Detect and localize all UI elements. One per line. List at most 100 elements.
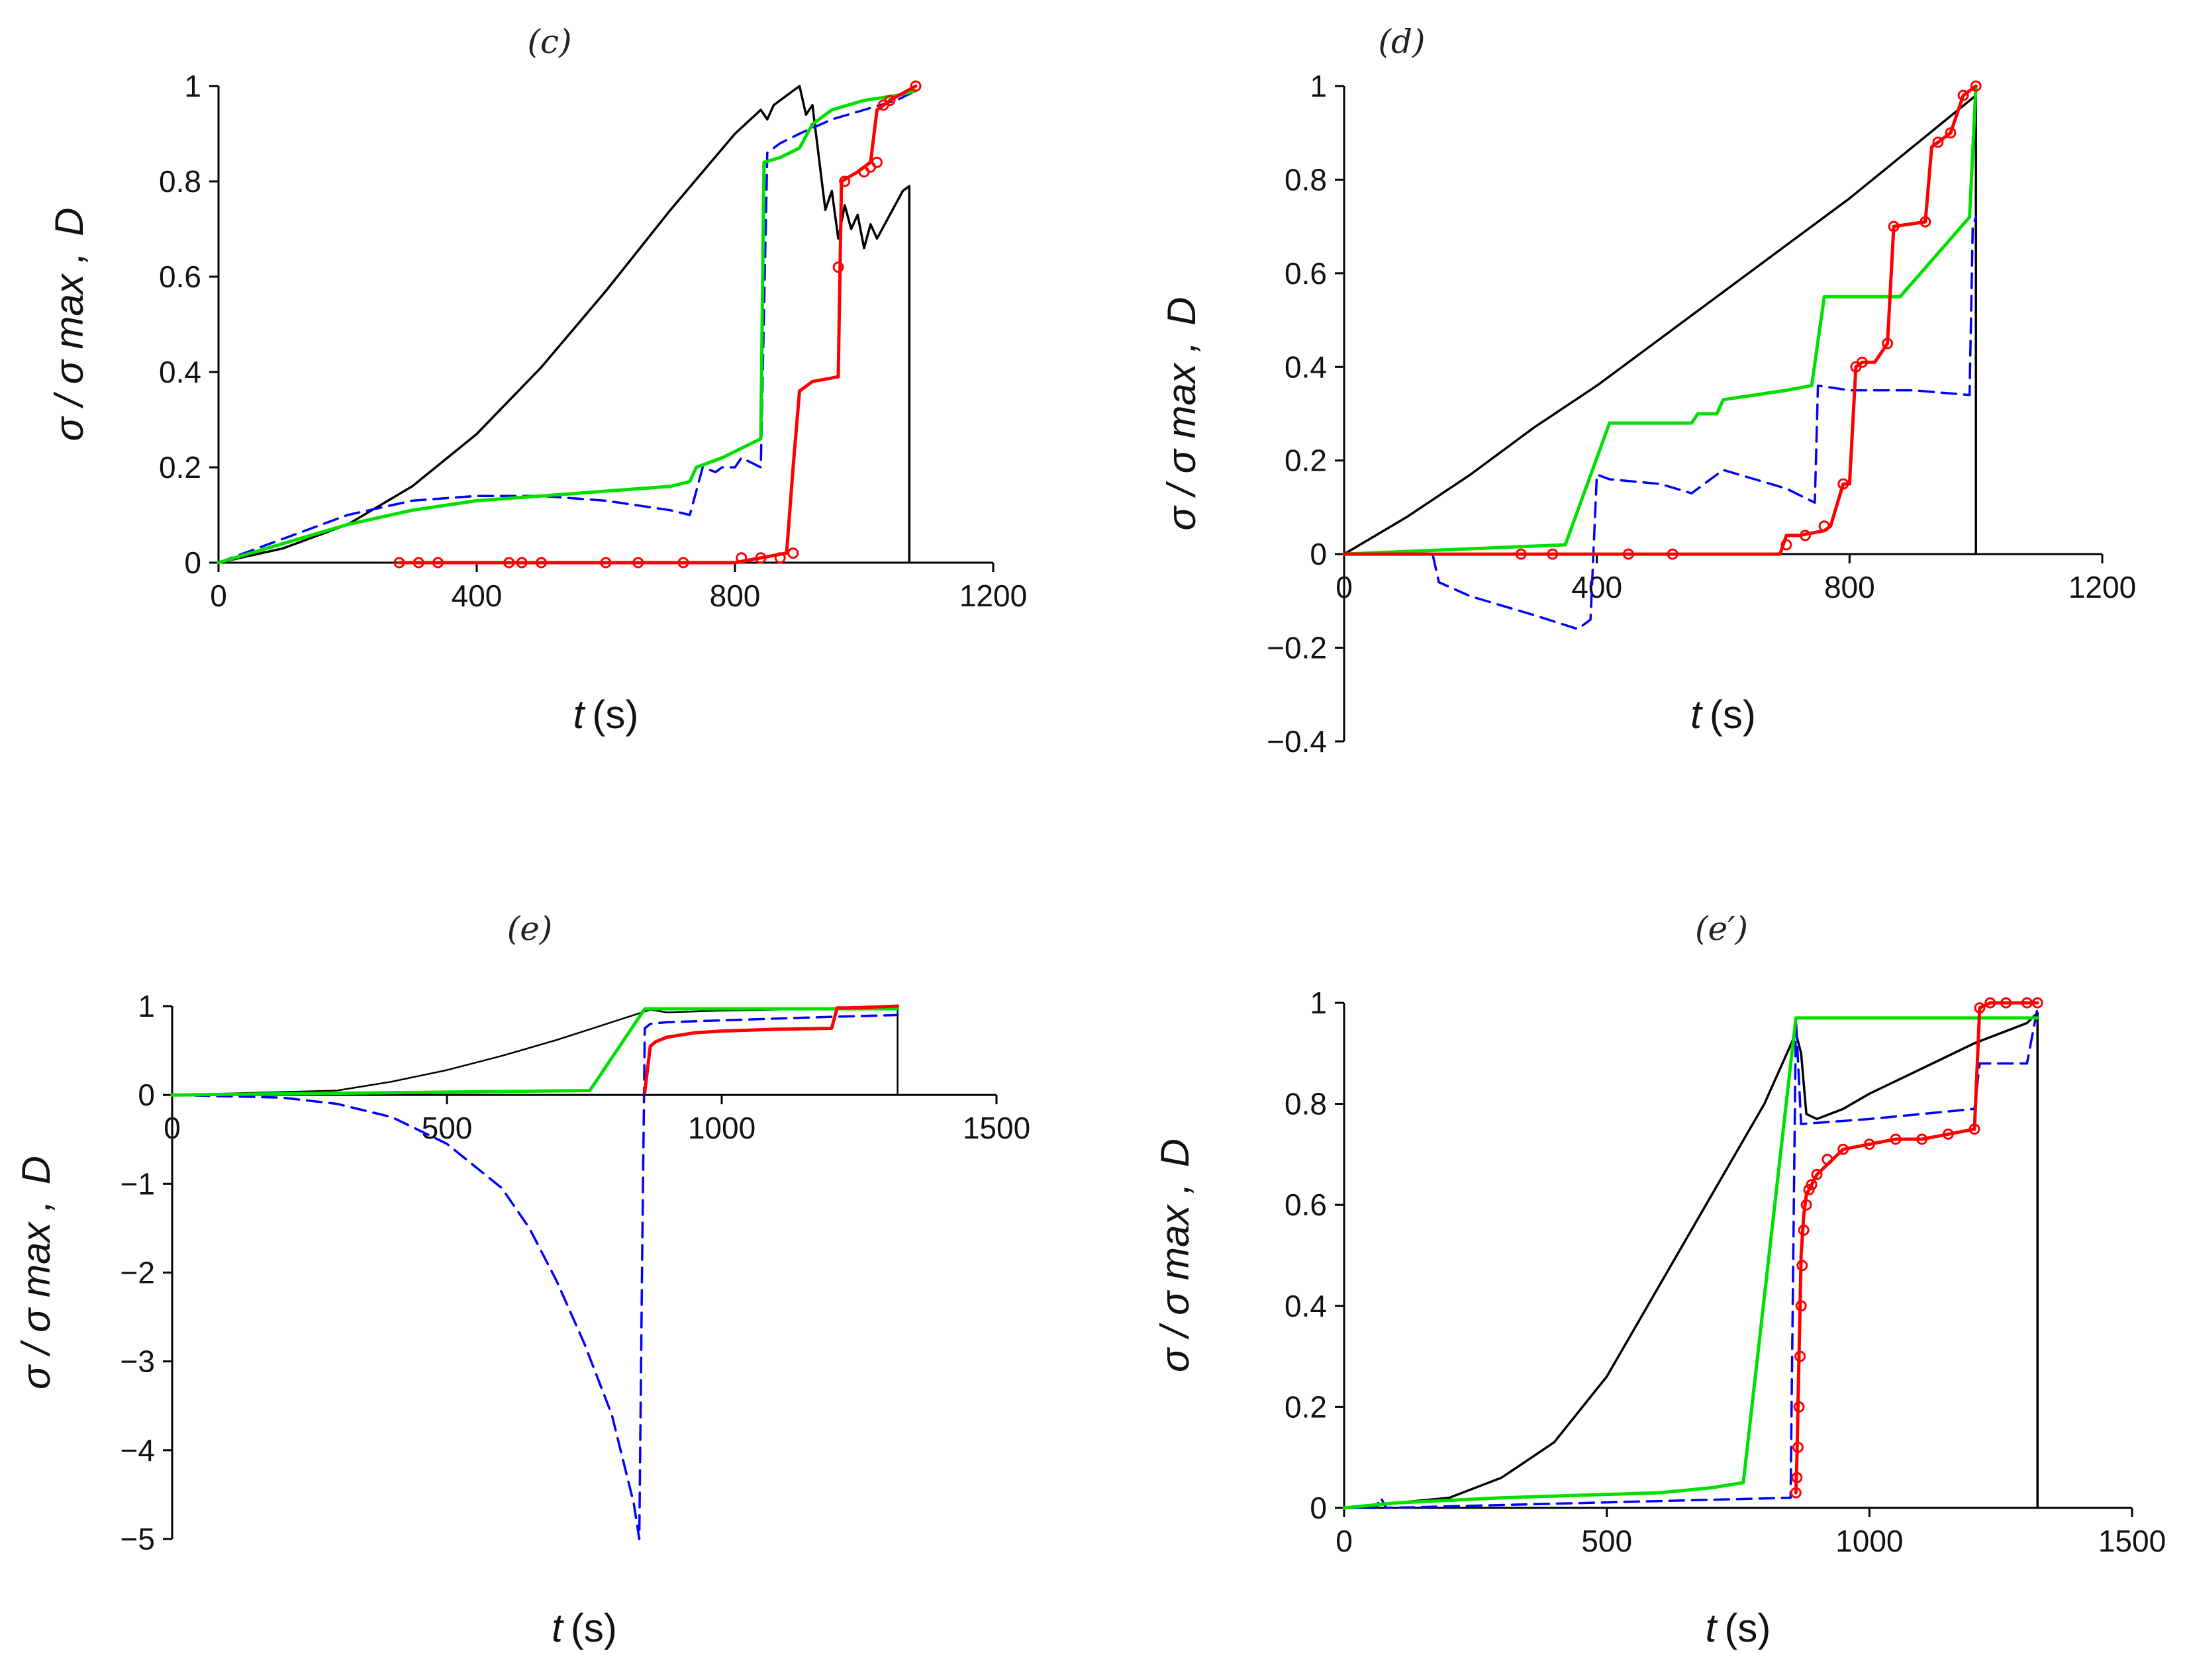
- y-axis-label-main: σ / σ max ,: [14, 1200, 58, 1389]
- y-tick-label: −0.2: [1267, 631, 1327, 665]
- series-marker: [787, 547, 799, 559]
- x-tick-label: 400: [1571, 570, 1622, 604]
- y-tick-label: 0.6: [1285, 256, 1327, 291]
- series-marker: [1974, 1002, 1986, 1014]
- y-tick-label: −1: [121, 1166, 155, 1201]
- y-tick-label: −2: [121, 1256, 155, 1290]
- series-marker: [503, 557, 515, 569]
- x-tick-label: 500: [1581, 1524, 1632, 1558]
- y-axis-label: σ / σ max , D: [47, 207, 91, 441]
- series-line-0: [1343, 1011, 2039, 1509]
- series-marker: [413, 557, 424, 569]
- series-marker: [516, 557, 528, 569]
- y-tick-label: 1: [138, 989, 155, 1023]
- series-line-3: [643, 1004, 900, 1094]
- y-axis-label: σ / σ max , D: [1159, 297, 1204, 530]
- series-marker: [910, 80, 922, 92]
- series-line-1: [217, 89, 917, 564]
- series-marker: [1811, 1168, 1823, 1180]
- series-marker: [755, 552, 767, 564]
- chart-panel-d: (d) −0.4 −0.2 0 0.2 0.4 0.6 0.8 1 0 400 800 1200 t (s)…: [1159, 23, 2136, 759]
- y-tick-label: 0.4: [159, 355, 201, 389]
- x-tick-label: 800: [710, 579, 761, 613]
- y-tick-label: 0.8: [1285, 1087, 1327, 1121]
- series-marker: [677, 557, 689, 569]
- x-axis-label: t (s): [552, 1606, 617, 1650]
- x-tick-label: 1200: [2068, 570, 2136, 604]
- x-axis-variable: t: [552, 1606, 564, 1650]
- series-marker: [1515, 548, 1527, 560]
- y-tick-label: 0: [1310, 1491, 1327, 1525]
- series-marker: [1822, 1154, 1833, 1166]
- x-axis-variable: t: [573, 692, 586, 737]
- series-marker: [2031, 997, 2043, 1009]
- x-tick-label: 0: [164, 1111, 181, 1145]
- x-axis-unit: (s): [1724, 1606, 1771, 1650]
- y-axis-label-main: σ / σ max ,: [1153, 1183, 1197, 1372]
- y-tick-label: −5: [121, 1522, 155, 1556]
- series-marker: [839, 175, 851, 187]
- panel-title: (c): [527, 23, 571, 61]
- series-marker: [1920, 216, 1931, 228]
- series-marker: [393, 557, 405, 569]
- y-tick-label: 0: [1310, 537, 1327, 571]
- x-tick-label: 1500: [2098, 1524, 2166, 1558]
- series-marker: [1888, 220, 1900, 232]
- series-marker: [884, 95, 896, 107]
- series-line-2: [217, 89, 918, 565]
- series-marker: [1984, 997, 1996, 1009]
- x-axis-unit: (s): [1710, 692, 1756, 737]
- chart-panel-c: (c) 0 0.2 0.4 0.6 0.8 1 0 400 800 1200 t (s) σ / σ ma…: [47, 23, 1027, 737]
- series-marker: [536, 557, 547, 569]
- y-tick-label: −0.4: [1267, 724, 1327, 759]
- x-axis-label: t (s): [573, 692, 639, 737]
- x-axis-label: t (s): [1706, 1606, 1771, 1650]
- series-marker: [1890, 1133, 1902, 1145]
- chart-panel-e-prime: (e′) 0 0.2 0.4 0.6 0.8 1 0 500 1000 1500 t (s) σ / σ …: [1153, 910, 2166, 1650]
- series-marker: [1942, 1128, 1954, 1140]
- x-axis-unit: (s): [592, 692, 638, 737]
- series-line-1: [171, 1013, 899, 1540]
- x-tick-label: 1500: [963, 1111, 1030, 1145]
- y-axis-label-d: D: [1153, 1139, 1197, 1167]
- series-marker: [1932, 136, 1944, 148]
- series-marker: [1837, 478, 1849, 490]
- x-axis-variable: t: [1690, 692, 1703, 737]
- series-line-0: [1343, 94, 1977, 555]
- x-tick-label: 800: [1824, 570, 1875, 604]
- y-axis-label: σ / σ max , D: [1153, 1139, 1197, 1372]
- y-axis-label-main: σ / σ max ,: [1159, 342, 1204, 531]
- series-marker: [1793, 1401, 1805, 1413]
- series-line-2: [1342, 84, 1978, 556]
- series-line-1: [1343, 1006, 2039, 1509]
- y-tick-label: 1: [184, 69, 201, 103]
- chart-panel-e: (e) −5 −4 −3 −2 −1 0 1 0 500 1000 1500 t (s) σ / σ max…: [14, 910, 1030, 1650]
- series-marker: [1800, 1199, 1812, 1211]
- x-tick-label: 1000: [688, 1111, 755, 1145]
- x-tick-label: 400: [452, 579, 503, 613]
- y-axis-label-main: σ / σ max ,: [47, 252, 91, 442]
- y-tick-label: 1: [1310, 986, 1327, 1020]
- series-marker: [1970, 80, 1982, 92]
- x-tick-label: 0: [210, 579, 227, 613]
- panel-title: (e): [507, 910, 553, 948]
- series-marker: [832, 261, 844, 273]
- series-marker: [1818, 520, 1830, 532]
- series-marker: [632, 557, 644, 569]
- series-marker: [1806, 1179, 1818, 1191]
- series-marker: [1547, 548, 1559, 560]
- series-marker: [1882, 338, 1894, 350]
- series-line-2: [170, 1007, 900, 1097]
- series-marker: [1796, 1260, 1808, 1272]
- series-marker: [1667, 548, 1678, 560]
- series-marker: [1622, 548, 1634, 560]
- y-tick-label: 0.6: [159, 259, 201, 294]
- panel-title: (e′): [1695, 910, 1748, 948]
- x-tick-label: 0: [1336, 570, 1353, 604]
- y-axis-label-d: D: [1159, 297, 1204, 325]
- series-line-0: [171, 1007, 899, 1096]
- series-marker: [1945, 127, 1957, 139]
- series-marker: [1795, 1300, 1807, 1312]
- y-tick-label: 0.8: [1285, 162, 1327, 197]
